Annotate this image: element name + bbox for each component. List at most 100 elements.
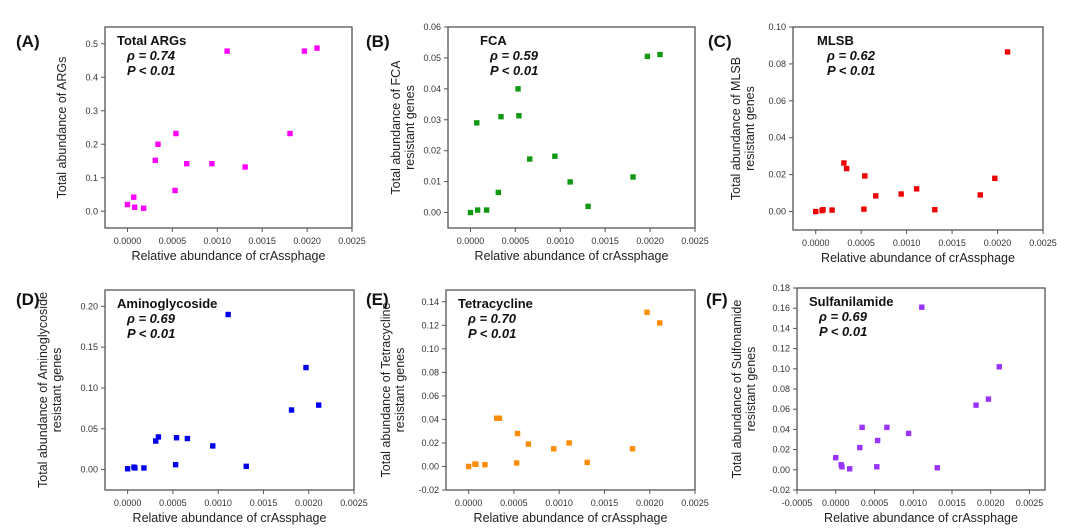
data-point — [314, 45, 320, 51]
x-tick-label: 0.0020 — [977, 498, 1005, 508]
x-tick-label: 0.0015 — [591, 498, 619, 508]
data-point — [898, 191, 904, 197]
data-point — [210, 443, 216, 449]
data-point — [243, 463, 249, 470]
data-point — [859, 424, 865, 431]
data-point — [473, 461, 479, 467]
x-tick-label: 0.0005 — [159, 236, 187, 246]
x-axis-label: Relative abundance of crAssphage — [133, 511, 327, 525]
annotation-title: Total ARGs — [117, 33, 186, 48]
y-tick-label: 0.5 — [85, 39, 98, 49]
x-tick-label: 0.0015 — [938, 498, 966, 508]
annotation-title: FCA — [480, 33, 507, 48]
y-axis-label: Total abundance of Sulfonamide — [730, 300, 744, 479]
y-tick-label: 0.02 — [423, 146, 441, 156]
y-axis-label: Total abundance of Tetracycline — [379, 303, 393, 478]
y-tick-label: 0.15 — [80, 342, 98, 352]
plot-frame — [792, 26, 1044, 231]
annotation-p-value: P < 0.01 — [819, 324, 867, 339]
data-point — [527, 156, 533, 162]
data-point — [1004, 49, 1011, 55]
annotation-title: Aminoglycoside — [117, 296, 217, 311]
y-axis-label: Total abundance of ARGs — [55, 57, 69, 199]
y-tick-label: 0.20 — [80, 301, 98, 311]
y-tick-label: 0.18 — [772, 283, 790, 293]
x-tick-label: 0.0005 — [502, 236, 530, 246]
data-point — [315, 402, 322, 408]
data-point — [656, 320, 663, 326]
data-point — [124, 201, 131, 208]
data-point — [584, 459, 590, 466]
annotation-title: Sulfanilamide — [809, 294, 894, 309]
y-tick-label: 0.00 — [80, 465, 98, 475]
panel-d: 0.0000 0.0005 0.0010 0.0015 0.0020 0.0025 0.00… — [16, 289, 368, 525]
data-point — [905, 430, 912, 437]
data-point — [919, 304, 925, 310]
data-point — [495, 189, 501, 196]
y-tick-label: 0.02 — [772, 445, 790, 455]
y-tick-label: 0.04 — [423, 84, 441, 94]
x-tick-label: 0.0010 — [204, 498, 232, 508]
x-tick-label: 0.0000 — [455, 498, 483, 508]
x-tick-label: 0.0005 — [500, 498, 528, 508]
x-tick-label: 0.0020 — [636, 498, 664, 508]
data-point — [474, 207, 481, 213]
annotation-p-value: P < 0.01 — [127, 63, 175, 78]
x-axis-label: Relative abundance of crAssphage — [821, 251, 1015, 265]
x-tick-label: 0.0000 — [114, 236, 142, 246]
data-point — [301, 48, 308, 54]
data-point — [155, 141, 161, 147]
y-tick-label: 0.3 — [85, 106, 98, 116]
y-tick-label: 0.12 — [772, 344, 790, 354]
y-axis-label: Total abundance of Aminoglycoside — [36, 292, 50, 488]
data-point — [874, 437, 881, 444]
data-point — [494, 415, 500, 421]
panel-e: 0.0000 0.0005 0.0010 0.0015 0.0020 0.0025 -0.0… — [366, 289, 709, 525]
data-point — [973, 402, 979, 408]
y-tick-label: 0.04 — [421, 414, 439, 424]
y-tick-label: -0.02 — [418, 485, 439, 495]
y-tick-label: 0.02 — [768, 170, 786, 180]
data-point — [516, 113, 522, 119]
plot-frame — [104, 26, 353, 229]
data-point — [132, 465, 138, 471]
panel-label: (B) — [366, 32, 390, 51]
x-tick-label: 0.0010 — [547, 236, 575, 246]
y-axis-label: resistant genes — [743, 86, 757, 171]
data-point — [287, 130, 293, 137]
data-point — [566, 440, 572, 446]
x-tick-label: -0.0005 — [782, 498, 813, 508]
data-point — [977, 192, 983, 198]
annotation-rho: ρ = 0.69 — [818, 309, 868, 324]
data-point — [224, 48, 230, 54]
data-point — [482, 462, 488, 468]
data-point — [884, 424, 890, 431]
panel-label: (F) — [706, 290, 728, 309]
data-point — [644, 309, 650, 316]
x-tick-label: 0.0010 — [893, 238, 921, 248]
x-tick-label: 0.0000 — [457, 236, 485, 246]
data-point — [173, 435, 180, 441]
data-point — [124, 466, 131, 472]
data-point — [242, 164, 248, 170]
data-point — [657, 51, 663, 58]
y-tick-label: 0.12 — [421, 320, 439, 330]
annotation-rho: ρ = 0.59 — [489, 48, 539, 63]
data-point — [861, 206, 867, 212]
y-tick-label: 0.10 — [768, 22, 786, 32]
data-point — [913, 186, 920, 192]
y-tick-label: 0.08 — [421, 367, 439, 377]
data-point — [873, 193, 879, 199]
data-point — [551, 446, 557, 452]
data-point — [644, 53, 651, 60]
data-point — [820, 207, 826, 213]
data-point — [630, 174, 636, 180]
data-point — [567, 179, 573, 185]
x-tick-label: 0.0010 — [899, 498, 927, 508]
annotation-p-value: P < 0.01 — [827, 63, 875, 78]
y-tick-label: 0.04 — [772, 424, 790, 434]
data-point — [140, 205, 147, 211]
data-point — [552, 153, 558, 159]
x-tick-label: 0.0010 — [545, 498, 573, 508]
y-tick-label: 0.10 — [80, 383, 98, 393]
